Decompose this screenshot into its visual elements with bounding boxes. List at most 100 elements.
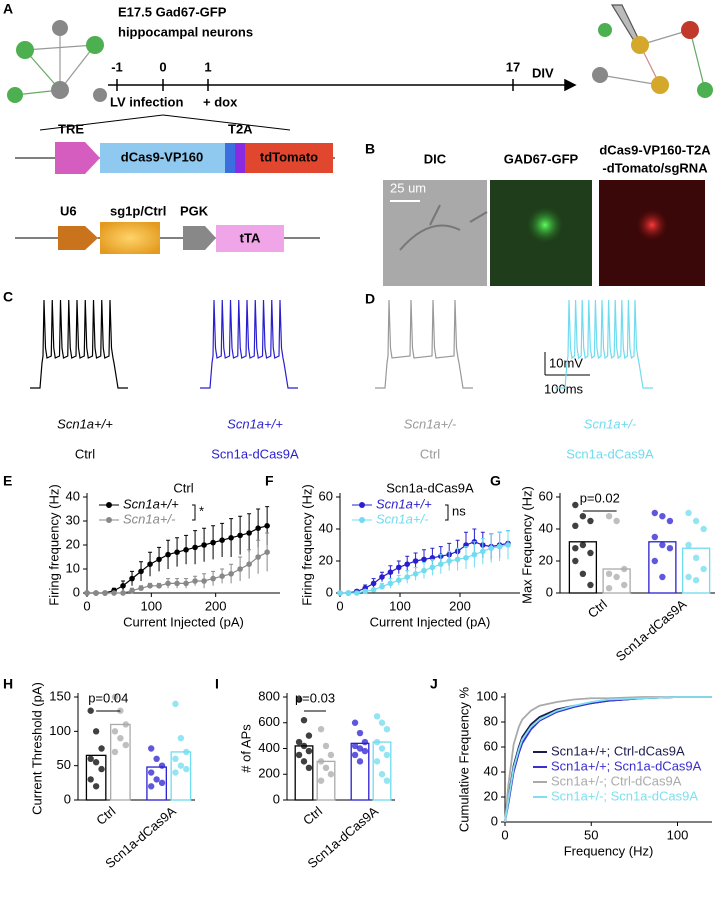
data-point [192,544,198,551]
annotation: p=0.04 [88,690,128,705]
panel-letter: B [365,141,375,157]
data-point [305,764,313,772]
data-point [98,745,105,752]
data-point [228,571,234,577]
data-point [685,573,692,581]
data-point [192,578,198,584]
data-point [438,561,444,567]
legend-label: Scn1a+/+; Ctrl-dCas9A [551,743,685,758]
data-point [317,758,325,765]
data-point [117,735,124,742]
data-point [579,541,587,549]
data-point [183,748,190,756]
data-point [373,713,381,720]
data-point [237,532,243,539]
element-label: T2A [228,121,253,136]
significance-label: ns [452,503,466,518]
data-point [454,556,461,563]
significance-bracket [192,504,196,521]
data-point [255,525,261,531]
panel-letter: H [3,676,13,692]
data-point [579,570,587,577]
legend-marker [106,502,112,508]
series-line [504,696,712,823]
data-point [351,742,359,750]
data-point [129,575,135,582]
chart-title: Scn1a-dCas9A [386,480,474,495]
data-point [210,539,216,546]
genotype-label: Scn1a+/- [404,416,457,431]
data-point [92,783,100,790]
group-label: Scn1a-dCas9A [613,596,690,664]
x-tick-label: 200 [205,598,227,613]
timeline-tick: -1 [111,59,123,74]
y-tick-label: 40 [484,763,498,778]
data-point [158,762,166,769]
data-point [300,742,308,750]
data-point [172,700,179,708]
data-point [579,513,587,520]
data-point [295,738,303,746]
annotation: p=0.02 [580,490,620,505]
data-point [172,755,179,762]
micrographs [383,180,705,286]
data-point [156,583,162,589]
data-point [396,564,402,571]
neuron-cluster-right [592,4,713,98]
data-point [138,568,144,575]
data-point [228,535,234,541]
data-point [421,556,427,563]
x-axis-label: Current Injected (pA) [370,614,491,629]
significance-bracket [445,504,449,521]
data-point [496,543,503,550]
y-tick-label: 40 [66,488,80,503]
data-point [317,777,325,784]
data-point [471,551,478,558]
data-point [666,545,674,552]
genotype-label: Scn1a+/- [584,416,637,431]
data-point [370,580,377,587]
x-axis-label: Frequency (Hz) [564,843,654,858]
data-point [210,575,216,582]
condition-label: Ctrl [75,446,95,461]
data-point [463,555,469,561]
data-point [378,719,386,726]
x-tick-label: 0 [83,598,90,613]
data-point [373,738,381,746]
y-tick-label: 0 [326,584,333,599]
data-point [87,707,94,714]
x-axis-label: Current Injected (pA) [123,614,244,629]
legend-label: Scn1a+/-; Ctrl-dCas9A [551,773,682,788]
data-point [412,558,419,564]
data-point [219,573,225,579]
y-tick-label: 200 [258,766,280,781]
condition-label: Scn1a-dCas9A [566,446,654,461]
data-point [605,585,613,592]
timeline-tick: 1 [204,59,211,74]
y-axis-label: Cumulative Frequency % [456,686,471,832]
data-point [111,693,119,701]
data-point [295,751,303,759]
data-point [378,745,386,752]
data-point [354,590,360,596]
legend-label: Scn1a+/- [123,511,176,526]
data-point [685,509,692,517]
series-line [504,696,712,823]
image-label: GAD67-GFP [504,151,579,166]
y-axis-label: Max Frequency (Hz) [519,486,534,604]
data-point [201,542,207,548]
data-point [92,728,100,735]
data-point [356,745,364,752]
data-point [102,590,108,596]
data-point [396,577,402,583]
data-point [111,728,119,735]
data-point [147,745,155,752]
data-point [153,755,160,762]
zoom-lines [39,114,291,131]
data-point [387,569,394,575]
data-point [383,777,391,784]
data-point [587,517,594,525]
data-point [147,769,155,776]
y-tick-label: 800 [258,688,280,703]
legend-label: Scn1a+/- [376,511,429,526]
